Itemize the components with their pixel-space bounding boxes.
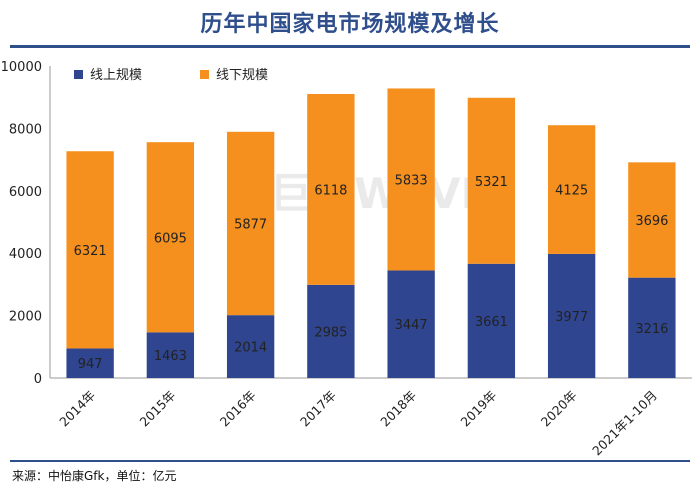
legend-swatch: [74, 70, 83, 79]
x-tick-label: 2016年: [217, 388, 259, 430]
bar-offline: [387, 88, 435, 271]
x-tick-label: 2014年: [56, 388, 98, 430]
x-tick-label: 2020年: [538, 388, 580, 430]
y-tick-label: 10000: [1, 60, 42, 75]
bar-online: [66, 348, 114, 378]
bar-value-label: 6321: [74, 244, 107, 259]
legend-swatch: [200, 70, 209, 79]
source-note: 来源：中怡康Gfk，单位：亿元: [12, 469, 177, 483]
bar-value-label: 5321: [475, 175, 508, 190]
y-tick-label: 0: [34, 372, 42, 387]
footer-rule: [10, 460, 690, 462]
bar-online: [628, 277, 676, 378]
y-tick-label: 8000: [9, 122, 42, 137]
bar-offline: [146, 142, 195, 333]
bar-offline: [628, 162, 676, 278]
chart-title: 历年中国家电市场规模及增长: [200, 12, 500, 37]
y-tick-label: 4000: [9, 247, 42, 262]
bar-offline: [226, 131, 275, 316]
bar-value-label: 4125: [555, 184, 588, 199]
bar-online: [146, 332, 195, 378]
bar-offline: [547, 125, 596, 254]
x-tick-label: 2017年: [297, 388, 339, 430]
watermark-text: 巨潮WAVE: [270, 169, 489, 218]
bar-offline: [467, 97, 516, 264]
title-rule: [10, 45, 690, 48]
bar-online: [307, 284, 355, 378]
bar-value-label: 6095: [154, 231, 187, 246]
bar-value-label: 947: [78, 357, 103, 372]
chart-canvas: 巨潮WAVE 0 2000 4000 6000 8000 10000 947 6321 146…: [1, 60, 692, 459]
bar-value-label: 3977: [555, 310, 588, 325]
x-tick-label: 2021年1-10月: [589, 388, 660, 459]
bar-online: [226, 315, 275, 378]
bar-value-label: 1463: [154, 349, 187, 364]
legend-label: 线上规模: [90, 68, 142, 83]
y-tick-label: 6000: [9, 185, 42, 200]
bar-value-label: 3696: [635, 214, 668, 229]
bar-value-label: 5877: [234, 217, 267, 232]
bar-offline: [66, 151, 114, 349]
y-tick-label: 2000: [9, 310, 42, 325]
x-tick-label: 2015年: [137, 388, 179, 430]
x-tick-label: 2019年: [458, 388, 500, 430]
bar-value-label: 3447: [395, 318, 428, 333]
legend-label: 线下规模: [216, 68, 268, 83]
bar-offline: [307, 93, 355, 285]
bar-value-label: 3661: [475, 315, 508, 330]
bar-online: [387, 270, 435, 378]
bar-value-label: 2014: [234, 341, 267, 356]
bar-online: [547, 253, 596, 378]
bar-value-label: 6118: [314, 183, 347, 198]
bar-value-label: 2985: [314, 325, 347, 340]
bar-value-label: 3216: [635, 322, 668, 337]
bar-value-label: 5833: [395, 173, 428, 188]
bar-online: [467, 263, 516, 378]
x-tick-label: 2018年: [377, 388, 419, 430]
